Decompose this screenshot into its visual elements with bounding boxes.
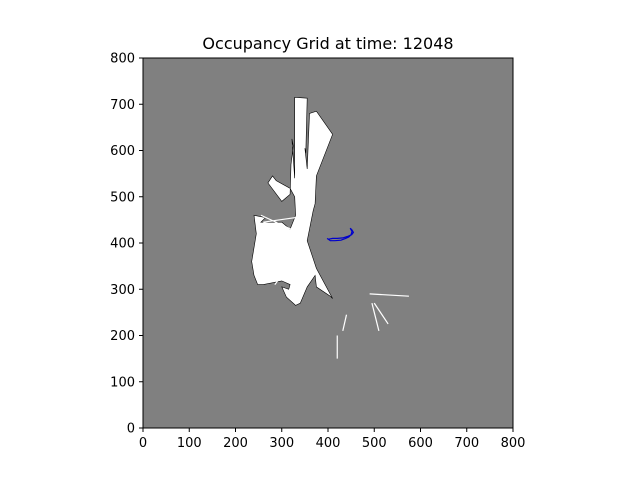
x-tick-label: 600 — [408, 436, 433, 451]
x-tick-label: 800 — [501, 436, 526, 451]
free-space-layer — [251, 96, 333, 306]
x-tick-label: 200 — [223, 436, 248, 451]
chart-title: Occupancy Grid at time: 12048 — [202, 34, 453, 53]
x-tick-label: 100 — [177, 436, 202, 451]
y-axis: 0 100 200 300 400 500 600 700 800 — [110, 52, 143, 437]
scan-ray — [373, 302, 389, 325]
x-axis: 0 100 200 300 400 500 600 700 800 — [139, 428, 526, 451]
x-tick-label: 0 — [139, 436, 147, 451]
plot-area — [142, 57, 514, 429]
ray-layer — [260, 214, 409, 359]
scan-ray — [274, 275, 283, 285]
scan-ray — [342, 314, 348, 332]
x-tick-label: 500 — [362, 436, 387, 451]
y-tick-label: 400 — [110, 237, 135, 252]
x-tick-label: 400 — [316, 436, 341, 451]
x-tick-label: 700 — [454, 436, 479, 451]
y-tick-label: 100 — [110, 375, 135, 390]
y-tick-label: 500 — [110, 190, 135, 205]
scan-ray — [371, 302, 380, 332]
x-tick-label: 300 — [269, 436, 294, 451]
trajectory-layer — [326, 227, 355, 242]
unknown-background — [143, 58, 513, 428]
free-space-region — [251, 96, 333, 306]
scan-ray — [369, 293, 409, 297]
y-tick-label: 800 — [110, 52, 135, 67]
robot-trajectory — [326, 227, 355, 242]
scan-ray — [263, 216, 296, 223]
scan-ray — [260, 214, 292, 230]
y-tick-label: 600 — [110, 144, 135, 159]
y-tick-label: 700 — [110, 98, 135, 113]
y-tick-label: 0 — [127, 422, 135, 437]
y-tick-label: 200 — [110, 329, 135, 344]
y-tick-label: 300 — [110, 283, 135, 298]
